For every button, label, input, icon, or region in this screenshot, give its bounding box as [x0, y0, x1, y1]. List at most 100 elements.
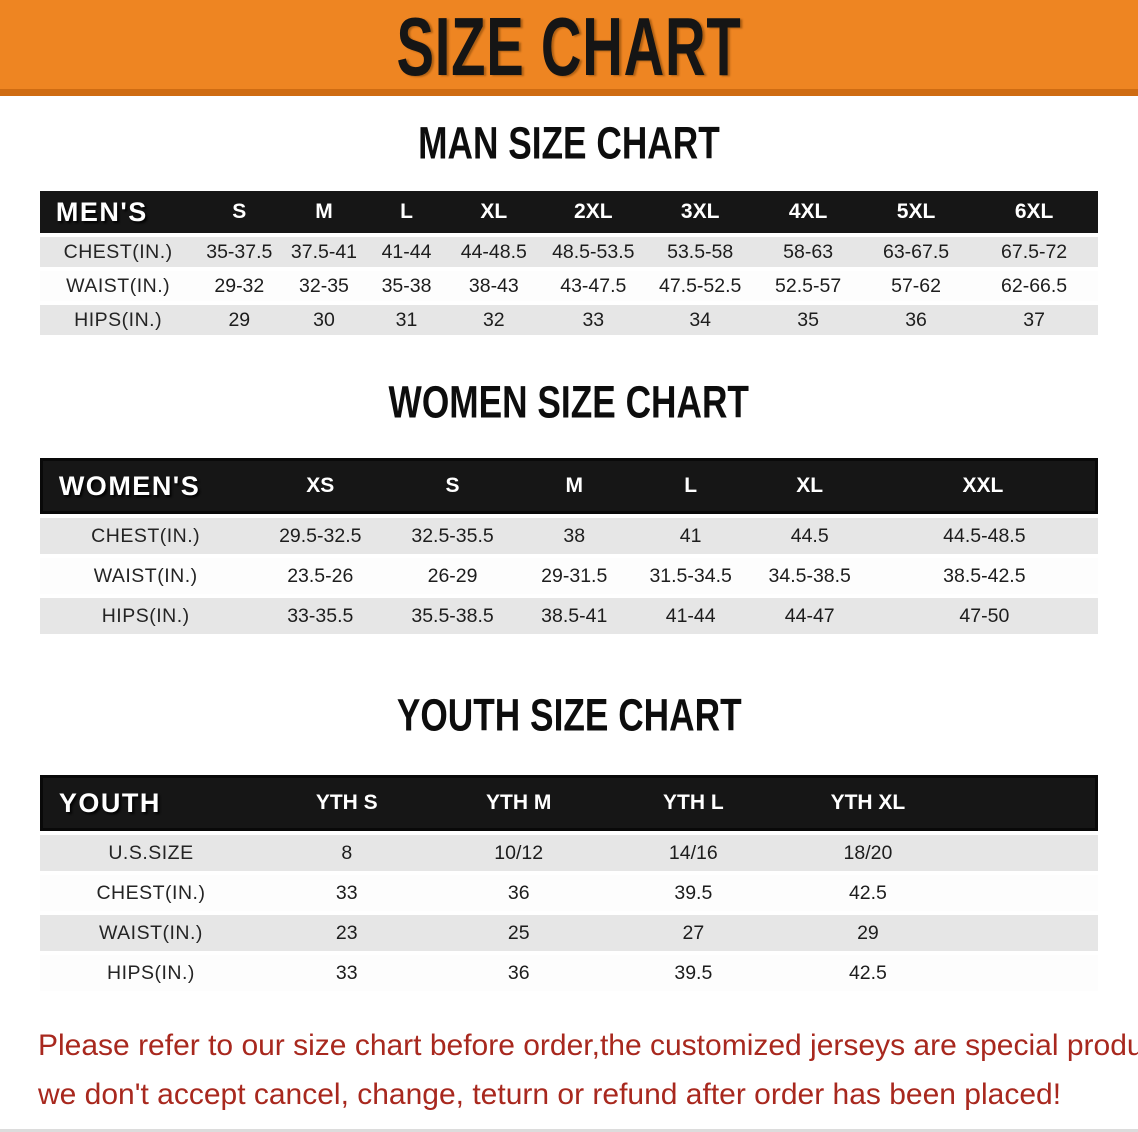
size-cell: 27 — [606, 915, 781, 951]
size-cell: 42.5 — [780, 955, 956, 991]
table-row: CHEST(IN.) 35-37.5 37.5-41 41-44 44-48.5 48.5… — [39, 237, 1099, 267]
spacer-cell — [955, 875, 1099, 911]
spacer-cell — [955, 955, 1099, 991]
table-row: WAIST(IN.) 23.5-26 26-29 29-31.5 31.5-34.5 34… — [39, 558, 1099, 594]
size-cell: 26-29 — [389, 558, 517, 594]
row-label: WAIST(IN.) — [39, 558, 252, 594]
men-header-label: MEN'S — [39, 191, 197, 233]
disclaimer: Please refer to our size chart before or… — [38, 1021, 1138, 1119]
bottom-edge-divider — [0, 1129, 1138, 1132]
row-label: HIPS(IN.) — [39, 598, 252, 634]
table-row: HIPS(IN.) 29 30 31 32 33 34 35 36 37 — [39, 305, 1099, 335]
size-cell: 8 — [262, 835, 432, 871]
size-cell: 58-63 — [754, 237, 863, 267]
row-label: CHEST(IN.) — [39, 875, 263, 911]
size-chart-sections: MAN SIZE CHART MEN'S S M L XL 2XL 3XL 4XL 5XL 6XL C… — [0, 118, 1138, 995]
row-label: WAIST(IN.) — [39, 915, 263, 951]
size-column-header: XS — [251, 458, 390, 514]
size-column-header: YTH M — [431, 775, 607, 831]
table-row: CHEST(IN.) 29.5-32.5 32.5-35.5 38 41 44.5 44.5… — [39, 518, 1099, 554]
size-column-header: YTH S — [262, 775, 432, 831]
table-row: WAIST(IN.) 23 25 27 29 — [39, 915, 1099, 951]
size-cell: 44.5-48.5 — [870, 518, 1099, 554]
section-heading-row: MAN SIZE CHART — [0, 118, 1138, 170]
spacer-cell — [955, 835, 1099, 871]
row-label: HIPS(IN.) — [39, 955, 263, 991]
size-header-row: WOMEN'S XS S M L XL XXL — [39, 458, 1099, 514]
size-cell: 38-43 — [447, 271, 541, 301]
size-column-header: XL — [447, 191, 541, 233]
size-cell: 31 — [365, 305, 448, 335]
table-row: HIPS(IN.) 33 36 39.5 42.5 — [39, 955, 1099, 991]
section-heading-youth: YOUTH SIZE CHART — [396, 690, 742, 742]
size-column-header: M — [282, 191, 366, 233]
size-column-header: 2XL — [540, 191, 647, 233]
size-cell: 48.5-53.5 — [540, 237, 647, 267]
size-column-header: 5XL — [862, 191, 971, 233]
size-cell: 23 — [262, 915, 432, 951]
size-cell: 37.5-41 — [282, 237, 366, 267]
size-cell: 44-48.5 — [447, 237, 541, 267]
men-size-table: MEN'S S M L XL 2XL 3XL 4XL 5XL 6XL CHEST(IN.) 35-37… — [39, 187, 1099, 339]
size-cell: 63-67.5 — [862, 237, 971, 267]
size-cell: 29 — [196, 305, 283, 335]
size-cell: 44.5 — [748, 518, 871, 554]
section-men: MAN SIZE CHART MEN'S S M L XL 2XL 3XL 4XL 5XL 6XL C… — [0, 118, 1138, 339]
youth-size-table: YOUTH YTH S YTH M YTH L YTH XL U.S.SIZE 8 10/12… — [39, 771, 1099, 995]
size-cell: 38.5-42.5 — [870, 558, 1099, 594]
size-cell: 36 — [431, 875, 607, 911]
size-cell: 29 — [780, 915, 956, 951]
size-header-row: YOUTH YTH S YTH M YTH L YTH XL — [39, 775, 1099, 831]
section-heading-row: YOUTH SIZE CHART — [0, 690, 1138, 742]
row-label: CHEST(IN.) — [39, 237, 197, 267]
size-column-header: XL — [748, 458, 871, 514]
size-cell: 39.5 — [606, 955, 781, 991]
size-cell: 38 — [516, 518, 633, 554]
table-row: U.S.SIZE 8 10/12 14/16 18/20 — [39, 835, 1099, 871]
size-cell: 30 — [282, 305, 366, 335]
size-header-row: MEN'S S M L XL 2XL 3XL 4XL 5XL 6XL — [39, 191, 1099, 233]
size-cell: 41-44 — [632, 598, 749, 634]
size-cell: 39.5 — [606, 875, 781, 911]
size-cell: 31.5-34.5 — [632, 558, 749, 594]
size-column-header: 3XL — [646, 191, 755, 233]
size-cell: 35 — [754, 305, 863, 335]
size-cell: 52.5-57 — [754, 271, 863, 301]
size-cell: 32.5-35.5 — [389, 518, 517, 554]
size-column-header: L — [632, 458, 749, 514]
table-row: WAIST(IN.) 29-32 32-35 35-38 38-43 43-47.5 47.… — [39, 271, 1099, 301]
size-column-header: XXL — [870, 458, 1099, 514]
size-column-header: YTH XL — [780, 775, 956, 831]
section-youth: YOUTH SIZE CHART YOUTH YTH S YTH M YTH L YTH … — [0, 690, 1138, 995]
size-cell: 57-62 — [862, 271, 971, 301]
youth-header-label: YOUTH — [39, 775, 263, 831]
size-cell: 33 — [262, 875, 432, 911]
disclaimer-line-1: Please refer to our size chart before or… — [38, 1029, 1138, 1062]
size-cell: 32-35 — [282, 271, 366, 301]
page-title: SIZE CHART — [396, 0, 742, 93]
size-cell: 62-66.5 — [970, 271, 1099, 301]
size-cell: 10/12 — [431, 835, 607, 871]
size-cell: 36 — [862, 305, 971, 335]
section-heading-men: MAN SIZE CHART — [418, 118, 720, 170]
size-cell: 41 — [632, 518, 749, 554]
women-size-table: WOMEN'S XS S M L XL XXL CHEST(IN.) 29.5-32.5 32.5… — [39, 454, 1099, 638]
table-row: CHEST(IN.) 33 36 39.5 42.5 — [39, 875, 1099, 911]
section-heading-women: WOMEN SIZE CHART — [388, 377, 750, 429]
size-cell: 47.5-52.5 — [646, 271, 755, 301]
size-cell: 33 — [540, 305, 647, 335]
size-cell: 67.5-72 — [970, 237, 1099, 267]
size-cell: 29-31.5 — [516, 558, 633, 594]
size-cell: 43-47.5 — [540, 271, 647, 301]
size-cell: 37 — [970, 305, 1099, 335]
size-cell: 34 — [646, 305, 755, 335]
row-label: HIPS(IN.) — [39, 305, 197, 335]
size-cell: 42.5 — [780, 875, 956, 911]
size-cell: 33-35.5 — [251, 598, 390, 634]
section-heading-row: WOMEN SIZE CHART — [0, 377, 1138, 429]
size-cell: 18/20 — [780, 835, 956, 871]
size-column-header: L — [365, 191, 448, 233]
banner: SIZE CHART — [0, 0, 1138, 96]
size-cell: 47-50 — [870, 598, 1099, 634]
size-column-header: 6XL — [970, 191, 1099, 233]
